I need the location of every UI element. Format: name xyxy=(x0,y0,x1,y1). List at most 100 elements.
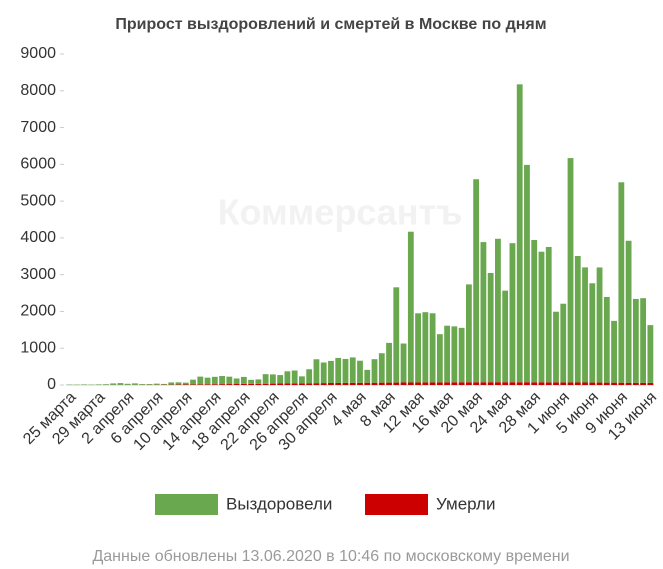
bar xyxy=(502,290,509,383)
bar xyxy=(378,353,385,383)
footnote: Данные обновлены 13.06.2020 в 10:46 по м… xyxy=(92,548,569,565)
bar xyxy=(582,267,588,383)
bar xyxy=(567,382,574,385)
bar xyxy=(538,382,545,385)
bar xyxy=(625,240,632,383)
legend-swatch xyxy=(155,494,218,515)
y-tick-label: 4000 xyxy=(20,229,56,246)
bar xyxy=(567,158,574,383)
bar xyxy=(400,382,407,385)
bar xyxy=(632,298,639,383)
bar xyxy=(124,383,131,385)
bar xyxy=(444,382,451,385)
bar xyxy=(458,382,465,385)
bar xyxy=(335,357,342,383)
bar xyxy=(589,283,596,383)
bar xyxy=(386,382,392,385)
bar xyxy=(465,284,472,383)
bar xyxy=(168,382,175,385)
bar xyxy=(429,313,436,383)
bar xyxy=(255,379,262,384)
bar xyxy=(611,320,617,383)
bar xyxy=(603,382,610,385)
y-tick-label: 1000 xyxy=(20,339,56,356)
bar xyxy=(132,383,138,385)
y-tick-label: 2000 xyxy=(20,303,56,320)
bar xyxy=(240,383,247,385)
bar xyxy=(516,382,523,385)
bar xyxy=(516,84,523,383)
bar xyxy=(226,376,233,385)
bar xyxy=(175,382,182,385)
bar xyxy=(146,384,153,385)
bar xyxy=(262,383,269,385)
bar xyxy=(538,251,545,383)
bar xyxy=(248,383,255,385)
bar xyxy=(480,382,487,385)
y-tick-label: 5000 xyxy=(20,192,56,209)
bar xyxy=(255,383,262,385)
bar xyxy=(313,383,320,385)
bar xyxy=(589,382,596,385)
bar xyxy=(320,383,327,385)
bar xyxy=(582,382,588,385)
bar xyxy=(640,298,647,383)
bar xyxy=(473,179,480,383)
bar xyxy=(386,342,392,383)
bar xyxy=(436,334,443,383)
bar xyxy=(357,360,363,383)
bar xyxy=(502,382,509,385)
bar xyxy=(429,382,436,385)
bar xyxy=(233,378,240,385)
bar xyxy=(306,369,313,384)
legend-swatch xyxy=(365,494,428,515)
bar xyxy=(560,303,567,383)
bar xyxy=(197,376,204,385)
bar xyxy=(531,382,538,385)
bar xyxy=(103,384,109,385)
bar xyxy=(451,326,458,383)
bar xyxy=(465,382,472,385)
bar xyxy=(545,382,552,385)
bar xyxy=(444,325,451,383)
bar xyxy=(182,382,189,385)
bar xyxy=(190,379,196,385)
bar xyxy=(574,382,581,385)
bar xyxy=(349,382,356,385)
bar xyxy=(320,362,327,384)
bar xyxy=(553,311,559,383)
bar xyxy=(415,382,421,385)
bar xyxy=(647,382,654,385)
bar xyxy=(531,239,538,383)
bar xyxy=(182,384,189,385)
bar xyxy=(371,382,378,385)
bar xyxy=(509,243,516,383)
bar xyxy=(313,359,320,384)
bar xyxy=(407,382,414,385)
bar xyxy=(509,382,516,385)
bar xyxy=(277,383,284,385)
y-tick-label: 0 xyxy=(47,376,56,393)
bar xyxy=(560,382,567,385)
bar xyxy=(407,231,414,383)
y-tick-label: 3000 xyxy=(20,266,56,283)
bar xyxy=(640,382,647,385)
bar xyxy=(596,267,603,383)
bar xyxy=(495,238,501,383)
bar xyxy=(611,382,617,385)
bar xyxy=(400,343,407,383)
bar xyxy=(197,384,204,385)
bar xyxy=(603,296,610,383)
bar xyxy=(328,382,334,385)
bar xyxy=(422,312,429,383)
bar xyxy=(328,360,334,383)
bar xyxy=(487,382,494,385)
bar xyxy=(574,255,581,383)
bar xyxy=(647,325,654,383)
bar xyxy=(545,247,552,383)
bar xyxy=(473,382,480,385)
bar xyxy=(81,384,88,385)
bar xyxy=(393,382,400,385)
bar xyxy=(269,374,276,384)
